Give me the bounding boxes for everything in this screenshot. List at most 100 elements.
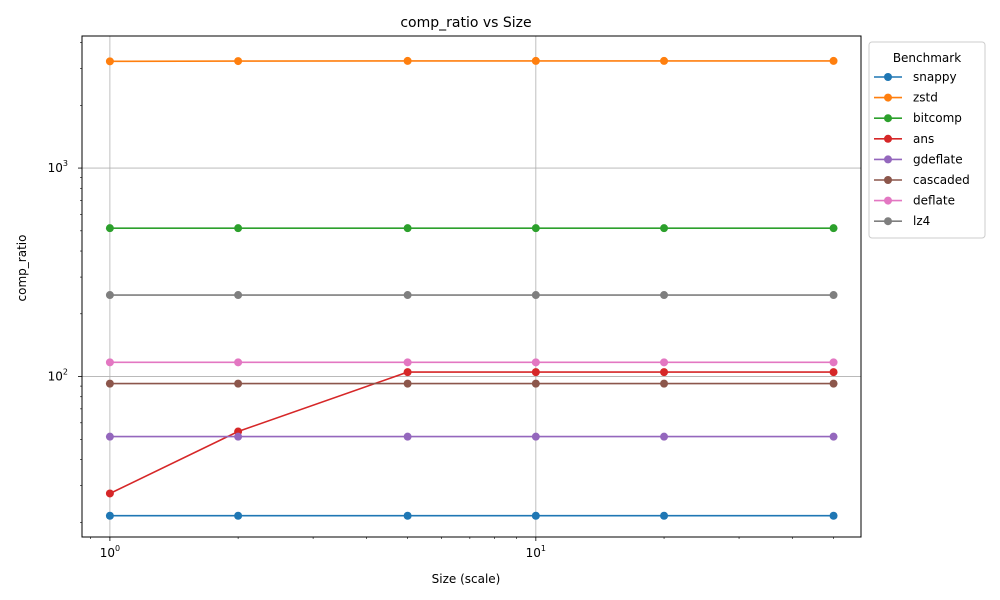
series-snappy — [105, 511, 838, 520]
x-tick-label: 100 — [100, 544, 120, 560]
legend: Benchmark snappy zstd bitcomp ans gdeflate ca… — [868, 41, 986, 239]
legend-item-bitcomp: bitcomp — [874, 111, 962, 125]
legend-swatch-marker — [884, 196, 892, 205]
data-point-ans — [660, 368, 669, 377]
data-point-snappy — [829, 511, 838, 520]
data-point-bitcomp — [403, 224, 412, 233]
chart-title: comp_ratio vs Size — [400, 15, 531, 31]
legend-swatch-marker — [884, 114, 892, 123]
data-point-gdeflate — [234, 432, 243, 441]
x-tick-exponent: 0 — [115, 544, 120, 553]
grid — [82, 36, 861, 537]
data-point-bitcomp — [531, 224, 540, 233]
data-point-cascaded — [234, 379, 243, 388]
data-point-gdeflate — [105, 432, 114, 441]
data-point-bitcomp — [660, 224, 669, 233]
y-tick-exponent: 2 — [63, 368, 68, 377]
data-point-cascaded — [660, 379, 669, 388]
legend-swatch-marker — [884, 134, 892, 143]
data-point-gdeflate — [829, 432, 838, 441]
data-point-cascaded — [105, 379, 114, 388]
data-point-deflate — [531, 358, 540, 367]
series-ans — [105, 368, 838, 498]
data-point-deflate — [105, 358, 114, 367]
data-point-snappy — [531, 511, 540, 520]
legend-label: bitcomp — [913, 111, 962, 125]
data-point-lz4 — [234, 291, 243, 300]
y-tick-label: 102 — [48, 368, 68, 384]
data-point-deflate — [829, 358, 838, 367]
legend-label: deflate — [913, 194, 955, 208]
data-point-deflate — [234, 358, 243, 367]
data-point-bitcomp — [829, 224, 838, 233]
legend-label: cascaded — [913, 173, 970, 187]
legend-item-ans: ans — [874, 132, 934, 146]
data-point-snappy — [660, 511, 669, 520]
x-tick-exponent: 1 — [541, 544, 546, 553]
series-deflate — [105, 358, 838, 367]
data-point-bitcomp — [234, 224, 243, 233]
data-point-lz4 — [829, 291, 838, 300]
data-point-snappy — [403, 511, 412, 520]
data-point-bitcomp — [105, 224, 114, 233]
data-point-snappy — [234, 511, 243, 520]
y-tick-exponent: 3 — [63, 159, 68, 168]
legend-item-cascaded: cascaded — [874, 173, 970, 187]
data-point-lz4 — [105, 291, 114, 300]
data-point-zstd — [531, 56, 540, 65]
legend-items: snappy zstd bitcomp ans gdeflate cascaded defl… — [874, 70, 970, 228]
y-tick-base: 10 — [48, 370, 63, 384]
legend-frame — [868, 41, 986, 239]
data-point-zstd — [660, 56, 669, 65]
legend-label: zstd — [913, 91, 938, 105]
legend-swatch-marker — [884, 73, 892, 81]
series-layer — [105, 56, 838, 520]
series-zstd — [105, 56, 838, 66]
data-point-zstd — [829, 56, 838, 65]
data-point-zstd — [105, 57, 114, 66]
legend-item-zstd: zstd — [874, 91, 938, 105]
legend-swatch-marker — [884, 217, 892, 226]
legend-swatch-marker — [884, 93, 892, 102]
legend-label: ans — [913, 132, 934, 146]
data-point-gdeflate — [403, 432, 412, 441]
legend-swatch-marker — [884, 155, 892, 164]
data-point-lz4 — [531, 291, 540, 300]
x-axis-label: Size (scale) — [432, 572, 501, 586]
legend-label: gdeflate — [913, 152, 963, 166]
data-point-ans — [403, 368, 412, 377]
legend-item-deflate: deflate — [874, 194, 955, 208]
data-point-lz4 — [660, 291, 669, 300]
legend-title: Benchmark — [893, 51, 961, 65]
data-point-deflate — [660, 358, 669, 367]
legend-item-gdeflate: gdeflate — [874, 152, 963, 166]
data-point-ans — [829, 368, 838, 377]
data-point-snappy — [105, 511, 114, 520]
series-lz4 — [105, 291, 838, 300]
data-point-zstd — [403, 56, 412, 65]
data-point-deflate — [403, 358, 412, 367]
data-point-ans — [105, 489, 114, 498]
data-point-cascaded — [829, 379, 838, 388]
y-axis-label: comp_ratio — [15, 235, 29, 302]
data-point-cascaded — [403, 379, 412, 388]
plot-frame — [81, 35, 862, 538]
legend-item-snappy: snappy — [874, 70, 957, 84]
data-point-ans — [531, 368, 540, 377]
series-bitcomp — [105, 224, 838, 233]
y-tick-base: 10 — [48, 161, 63, 175]
data-point-gdeflate — [531, 432, 540, 441]
legend-label: lz4 — [913, 214, 930, 228]
x-tick-label: 101 — [526, 544, 546, 560]
series-gdeflate — [105, 432, 838, 441]
data-point-gdeflate — [660, 432, 669, 441]
data-point-zstd — [234, 57, 243, 66]
y-tick-label: 103 — [48, 159, 68, 175]
data-point-cascaded — [531, 379, 540, 388]
legend-label: snappy — [913, 70, 957, 84]
data-point-lz4 — [403, 291, 412, 300]
series-line-ans — [109, 371, 834, 495]
series-cascaded — [105, 379, 838, 388]
